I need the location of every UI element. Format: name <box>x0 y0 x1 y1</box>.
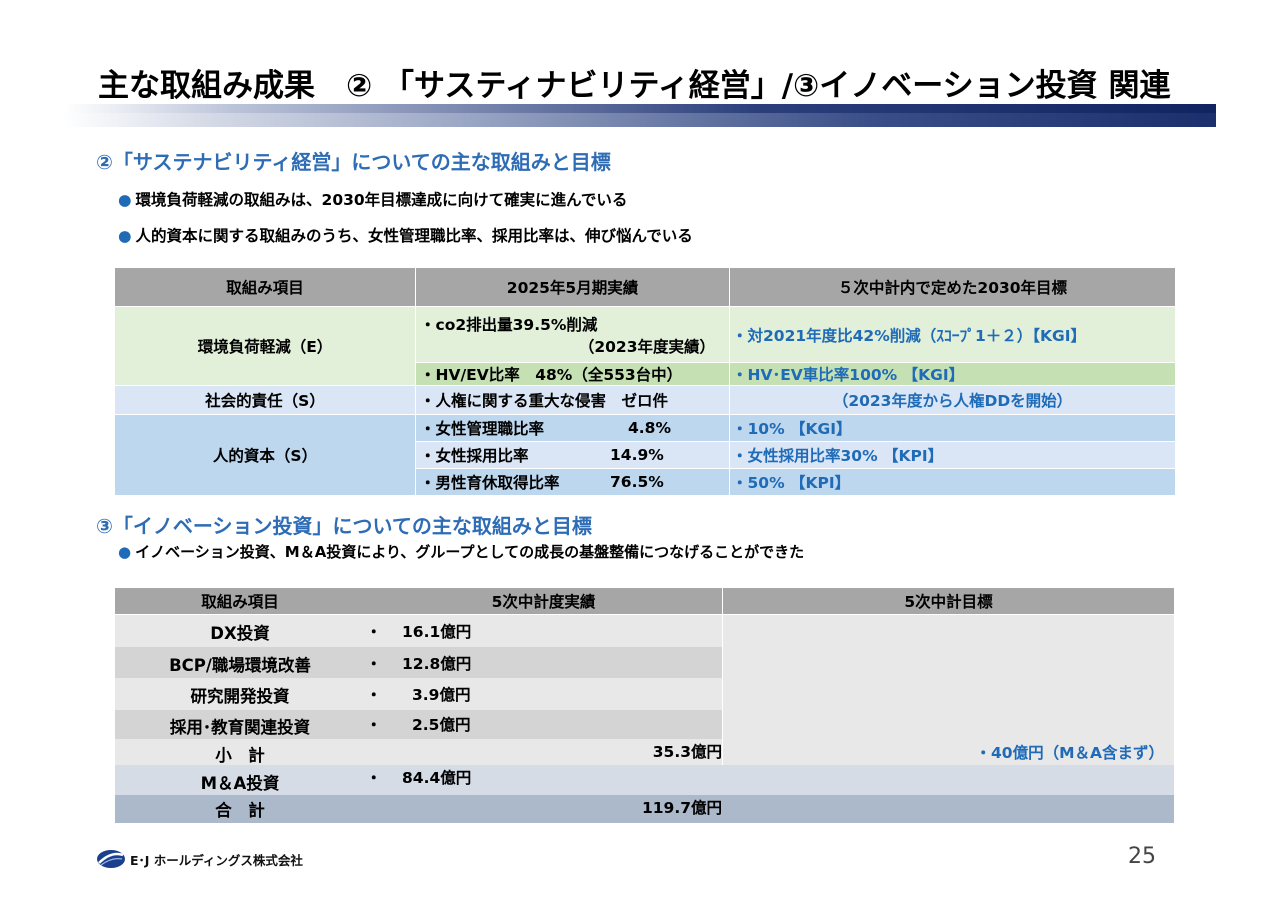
row-value-rnd: ・ 3.9億円 <box>366 686 471 704</box>
table2-header-item: 取組み項目 <box>115 588 365 614</box>
company-logo: E･J ホールディングス株式会社 <box>96 849 303 869</box>
section3-bullet-1: ● イノベーション投資、M＆A投資により、グループとしての成長の基盤整備につなげる… <box>118 543 805 561</box>
table2-row-bg <box>115 765 1174 795</box>
row-value-subtotal: 35.3億円 <box>652 743 722 761</box>
human-label: 人的資本（S） <box>115 415 415 495</box>
human-female-mgr-target: ・10% 【KGI】 <box>730 415 1175 441</box>
section2-heading: ②「サステナビリティ経営」についての主な取組みと目標 <box>96 150 611 174</box>
table2-row-bg <box>115 795 1174 823</box>
table2-row-bg <box>115 710 722 739</box>
human-paternity-actual: ・男性育休取得比率 76.5% <box>416 469 729 495</box>
table1-header-item: 取組み項目 <box>115 268 415 306</box>
env-label: 環境負荷軽減（E） <box>115 307 415 385</box>
human-female-hire-actual: ・女性採用比率 14.9% <box>416 442 729 468</box>
row-item-hr: 採用･教育関連投資 <box>169 717 311 737</box>
row-item-subtotal: 小 計 <box>215 746 265 765</box>
table2-row-bg <box>115 615 722 647</box>
social-actual: ・人権に関する重大な侵害 ゼロ件 <box>416 386 729 414</box>
section3-heading: ③「イノベーション投資」についての主な取組みと目標 <box>96 514 592 538</box>
table2-row-bg <box>115 647 722 678</box>
section2-bullet-1: ● 環境負荷軽減の取組みは、2030年目標達成に向けて確実に進んでいる <box>118 191 628 209</box>
bullet-dot-icon: ● <box>118 543 132 561</box>
table2-target-cell: ・40億円（M＆A含まず） <box>723 615 1174 765</box>
row-value-bcp: ・ 12.8億円 <box>366 655 472 673</box>
table2-row-bg <box>115 739 722 765</box>
row-item-rnd: 研究開発投資 <box>190 687 290 706</box>
table1-header-target: ５次中計内で定めた2030年目標 <box>730 268 1175 306</box>
social-label: 社会的責任（S） <box>115 386 415 414</box>
title-underline-bar <box>64 104 1216 127</box>
env-co2-actual: ・co2排出量39.5%削減 （2023年度実績） <box>416 307 729 362</box>
row-value-dx: ・ 16.1億円 <box>366 623 472 641</box>
bullet-dot-icon: ● <box>118 191 132 209</box>
env-co2-target: ・対2021年度比42%削減（ｽｺｰﾌﾟ1＋２）【KGI】 <box>730 307 1175 362</box>
human-female-hire-target: ・女性採用比率30% 【KPI】 <box>730 442 1175 468</box>
row-item-dx: DX投資 <box>210 624 270 643</box>
row-value-ma: ・ 84.4億円 <box>366 769 472 787</box>
row-item-total: 合 計 <box>215 801 265 820</box>
table1-header-actual: 2025年5月期実績 <box>416 268 729 306</box>
company-logo-icon <box>97 850 125 868</box>
table2-header-actual: 5次中計度実績 <box>365 588 722 614</box>
row-value-total: 119.7億円 <box>641 799 722 817</box>
company-name: E･J ホールディングス株式会社 <box>130 852 303 868</box>
section2-bullet-2: ● 人的資本に関する取組みのうち、女性管理職比率、採用比率は、伸び悩んでいる <box>118 227 693 245</box>
table2-row-bg <box>115 678 722 710</box>
env-hvev-actual: ・HV/EV比率 48%（全553台中） <box>416 363 729 385</box>
social-target: （2023年度から人権DDを開始） <box>730 386 1175 414</box>
env-hvev-target: ・HV･EV車比率100% 【KGI】 <box>730 363 1175 385</box>
row-value-hr: ・ 2.5億円 <box>366 716 471 734</box>
page-title: 主な取組み成果 ② 「サスティナビリティ経営」/③イノベーション投資 関連 <box>98 68 1171 104</box>
row-item-bcp: BCP/職場環境改善 <box>169 655 311 675</box>
row-item-ma: M＆A投資 <box>200 774 280 793</box>
bullet-dot-icon: ● <box>118 227 132 245</box>
page-number: 25 <box>1128 844 1156 869</box>
human-female-mgr-actual: ・女性管理職比率 4.8% <box>416 415 729 441</box>
table2-header-target: 5次中計目標 <box>723 588 1174 614</box>
human-paternity-target: ・50% 【KPI】 <box>730 469 1175 495</box>
